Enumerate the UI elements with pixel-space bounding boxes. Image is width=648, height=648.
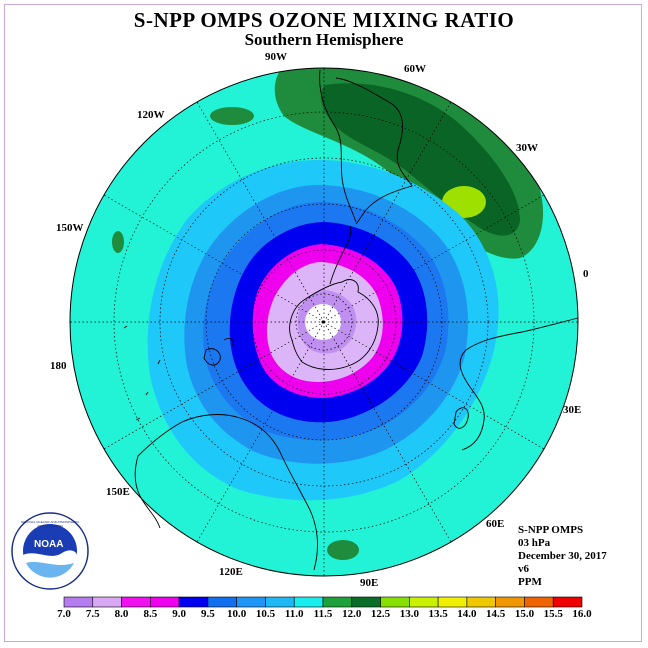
- lon-label-0: 0: [583, 268, 589, 280]
- patch-green-2: [112, 231, 124, 253]
- colorbar-tick-label: 8.5: [143, 608, 158, 620]
- lon-label-60w: 60W: [404, 63, 426, 75]
- lon-label-180: 180: [50, 360, 67, 372]
- colorbar-swatch: [495, 596, 525, 608]
- noaa-logo-text: NOAA: [34, 539, 64, 550]
- coast-africa: [459, 317, 579, 451]
- lon-label-30e: 30E: [563, 404, 582, 416]
- colorbar-swatch: [437, 596, 468, 608]
- colorbar-tick-label: 16.0: [572, 608, 592, 620]
- colorbar-tick-label: 12.5: [370, 608, 391, 620]
- lon-label-90w: 90W: [265, 51, 287, 63]
- colorbar-tick-label: 15.0: [514, 608, 535, 620]
- colorbar-tick-label: 11.5: [313, 608, 333, 620]
- colorbar-swatch: [351, 596, 381, 608]
- colorbar-swatch: [466, 596, 496, 608]
- colorbar-swatch: [236, 596, 266, 608]
- lon-label-120w: 120W: [137, 109, 165, 121]
- colorbar-tick-label: 15.5: [543, 608, 563, 620]
- coast-antarctica: [289, 279, 379, 370]
- map-boundary: [69, 67, 579, 577]
- info-block: S-NPP OMPS 03 hPa December 30, 2017 v6 P…: [518, 524, 607, 589]
- lon-label-90e: 90E: [360, 577, 379, 589]
- coast-islands-pacific: [123, 325, 161, 421]
- coast-new-zealand: [203, 337, 234, 366]
- lon-label-60e: 60E: [486, 518, 505, 530]
- colorbar-swatch: [178, 596, 209, 608]
- figure-frame: [4, 4, 642, 642]
- colorbar-swatch: [92, 596, 122, 608]
- coast-australia: [134, 414, 318, 571]
- colorbar-tick-label: 13.0: [399, 608, 419, 620]
- colorbar-swatch: [409, 596, 439, 608]
- colorbar-swatch: [121, 596, 151, 608]
- colorbar-swatch: [524, 596, 554, 608]
- colorbar-swatch: [207, 596, 237, 608]
- info-units: PPM: [518, 576, 542, 588]
- coast-south-america: [319, 69, 413, 225]
- patch-green-1: [210, 107, 254, 125]
- colorbar-swatch: [265, 596, 295, 608]
- colorbar-tick-label: 8.0: [114, 608, 129, 620]
- colorbar-swatch: [293, 596, 324, 608]
- south-pole-marker: [321, 320, 325, 324]
- graticule: [70, 68, 578, 576]
- colorbar-swatch: [380, 596, 410, 608]
- colorbar-tick-label: 7.5: [85, 608, 100, 620]
- colorbar-swatch: [63, 596, 94, 608]
- colorbar-tick-label: 9.0: [172, 608, 186, 620]
- info-level: 03 hPa: [518, 537, 551, 549]
- noaa-logo: [11, 512, 89, 590]
- info-version: v6: [518, 563, 529, 575]
- map-subtitle: Southern Hemisphere: [244, 30, 404, 49]
- info-date: December 30, 2017: [518, 550, 607, 562]
- colorbar-tick-label: 11.0: [284, 608, 304, 620]
- coastlines: [123, 69, 579, 571]
- noaa-logo-ring-text: NATIONAL OCEANIC AND ATMOSPHERIC ADMINIS…: [20, 520, 80, 528]
- colorbar-tick-label: 12.0: [342, 608, 362, 620]
- colorbar-swatch: [150, 596, 180, 608]
- colorbar-tick-label: 9.5: [201, 608, 215, 620]
- coast-madagascar: [453, 407, 469, 429]
- map-title: S-NPP OMPS OZONE MIXING RATIO: [133, 8, 515, 32]
- lon-label-30w: 30W: [516, 142, 538, 154]
- colorbar-tick-label: 10.0: [227, 608, 247, 620]
- colorbar-tick-label: 13.5: [428, 608, 448, 620]
- colorbar: [63, 596, 583, 608]
- colorbar-tick-label: 14.0: [457, 608, 477, 620]
- colorbar-tick-label: 14.5: [486, 608, 506, 620]
- patch-green-3: [327, 540, 359, 560]
- colorbar-swatch: [552, 596, 583, 608]
- lon-label-150e: 150E: [106, 486, 130, 498]
- colorbar-tick-label: 7.0: [57, 608, 71, 620]
- coast-antarctic-peninsula: [329, 225, 352, 285]
- lon-label-150w: 150W: [56, 222, 84, 234]
- info-instrument: S-NPP OMPS: [518, 524, 584, 536]
- colorbar-swatch: [322, 596, 353, 608]
- lon-label-120e: 120E: [219, 566, 243, 578]
- colorbar-tick-label: 10.5: [255, 608, 276, 620]
